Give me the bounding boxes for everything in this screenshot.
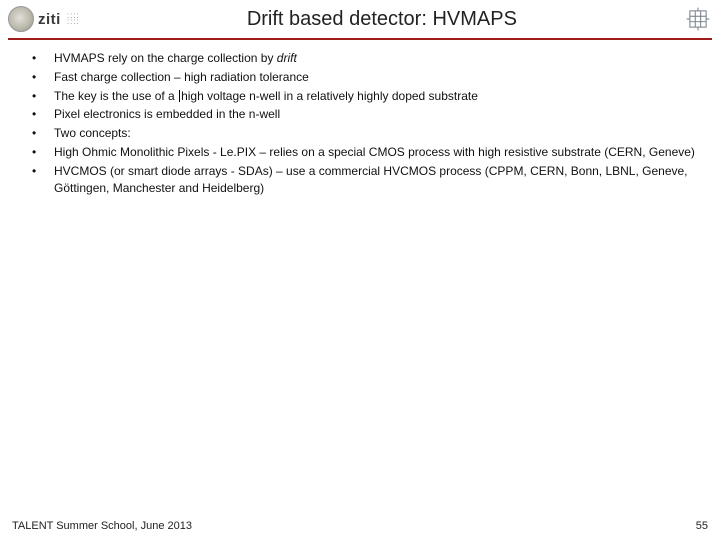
bullet-text: Fast charge collection – high radiation … <box>54 70 309 84</box>
seal-icon <box>8 6 34 32</box>
bullet-text: Two concepts: <box>54 126 131 140</box>
grid-logo-icon <box>685 6 711 32</box>
logo-right <box>684 5 712 33</box>
list-item: High Ohmic Monolithic Pixels - Le.PIX – … <box>18 144 702 161</box>
list-item: HVMAPS rely on the charge collection by … <box>18 50 702 67</box>
bullet-text: The key is the use of a <box>54 89 178 103</box>
list-item: Fast charge collection – high radiation … <box>18 69 702 86</box>
bullet-italic: drift <box>277 51 297 65</box>
list-item: Two concepts: <box>18 125 702 142</box>
bullet-list: HVMAPS rely on the charge collection by … <box>18 50 702 196</box>
bullet-text: High Ohmic Monolithic Pixels - Le.PIX – … <box>54 145 695 159</box>
header: ziti :::::::: Drift based detector: HVMA… <box>0 0 720 38</box>
footer: TALENT Summer School, June 2013 55 <box>12 520 708 532</box>
list-item: Pixel electronics is embedded in the n-w… <box>18 106 702 123</box>
list-item: HVCMOS (or smart diode arrays - SDAs) – … <box>18 163 702 197</box>
bullet-text: high voltage n-well in a relatively high… <box>181 89 478 103</box>
logo-text: ziti <box>38 11 61 28</box>
bullet-text: HVMAPS rely on the charge collection by <box>54 51 277 65</box>
bullet-text: HVCMOS (or smart diode arrays - SDAs) – … <box>54 164 688 195</box>
page-number: 55 <box>696 520 708 532</box>
bullet-text: Pixel electronics is embedded in the n-w… <box>54 107 280 121</box>
logo-left: ziti :::::::: <box>8 6 80 32</box>
footer-left: TALENT Summer School, June 2013 <box>12 520 192 532</box>
slide: ziti :::::::: Drift based detector: HVMA… <box>0 0 720 540</box>
page-title: Drift based detector: HVMAPS <box>80 8 684 31</box>
logo-dots-icon: :::::::: <box>67 13 80 25</box>
body: HVMAPS rely on the charge collection by … <box>0 40 720 540</box>
list-item: The key is the use of a high voltage n-w… <box>18 88 702 105</box>
text-cursor-icon <box>179 90 180 102</box>
